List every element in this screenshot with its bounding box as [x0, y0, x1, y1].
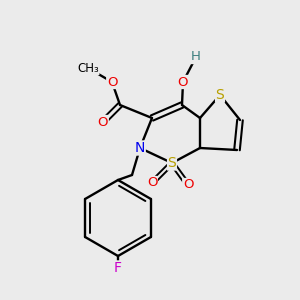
Text: O: O: [183, 178, 193, 191]
Text: CH₃: CH₃: [77, 61, 99, 74]
Text: O: O: [178, 76, 188, 88]
Text: N: N: [135, 141, 145, 155]
Text: O: O: [147, 176, 157, 190]
Text: H: H: [191, 50, 201, 64]
Text: S: S: [216, 88, 224, 102]
Text: F: F: [114, 261, 122, 275]
Text: S: S: [168, 156, 176, 170]
Text: O: O: [107, 76, 117, 88]
Text: O: O: [98, 116, 108, 128]
